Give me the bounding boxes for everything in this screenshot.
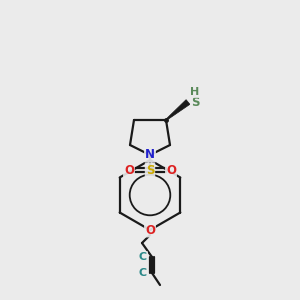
Text: O: O — [145, 224, 155, 236]
Text: N: N — [145, 148, 155, 161]
Text: S: S — [146, 164, 154, 176]
Polygon shape — [166, 100, 190, 121]
Text: O: O — [166, 164, 176, 176]
Text: S: S — [191, 95, 200, 109]
Text: C: C — [139, 252, 147, 262]
Text: H: H — [190, 87, 200, 97]
Text: O: O — [124, 164, 134, 176]
Text: C: C — [139, 268, 147, 278]
